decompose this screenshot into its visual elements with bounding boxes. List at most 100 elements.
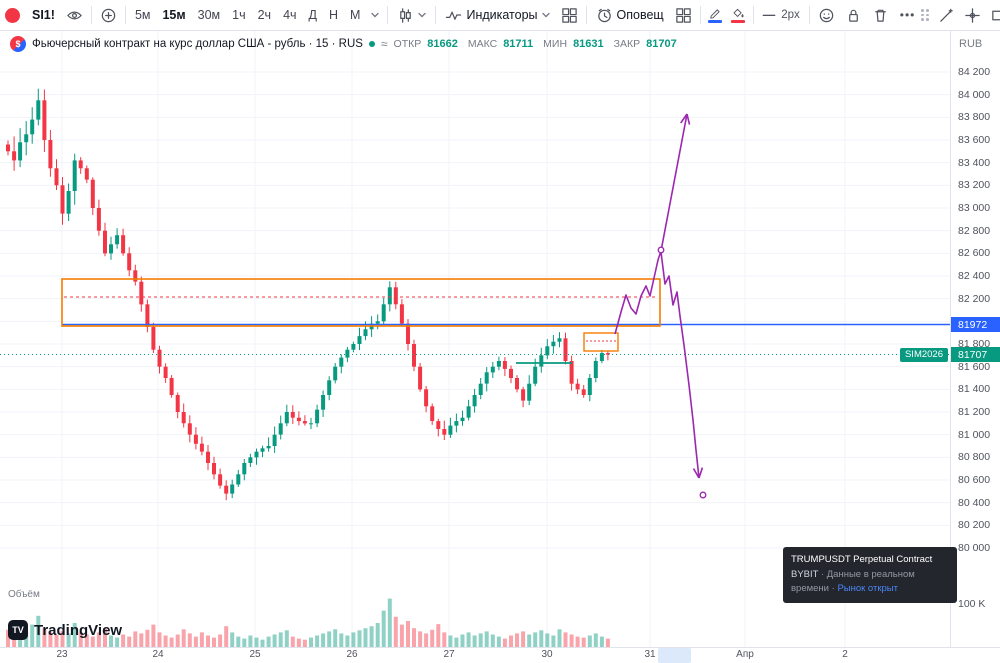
indicator-templates-button[interactable] <box>556 3 583 27</box>
divider <box>752 6 754 24</box>
delete-drawing-button[interactable] <box>867 3 894 27</box>
price-tick: 84 200 <box>958 66 991 78</box>
candlestick-icon <box>400 7 412 23</box>
price-tick: 81 600 <box>958 360 991 373</box>
symbol-button[interactable]: SI1! <box>26 3 61 27</box>
chart-legend[interactable]: $ Фьючерсный контракт на курс доллар США… <box>10 36 681 52</box>
time-label: 26 <box>346 649 358 660</box>
grid-icon <box>675 7 691 23</box>
magic-wand-icon[interactable] <box>938 7 955 24</box>
price-axis[interactable]: RUB 81972 81707 100 K 84 200 84 000 83 800… <box>950 30 1000 648</box>
time-axis[interactable]: 23 24 25 26 27 30 31 Апр 2 <box>0 647 1000 663</box>
price-line-badge: 81972 <box>951 317 1000 332</box>
low-value: 81631 <box>573 38 604 50</box>
time-label: 23 <box>56 649 68 660</box>
open-label: ОТКР <box>393 38 422 50</box>
timeframe-group: 5м 15м 30м 1ч 2ч 4ч Д Н М <box>129 8 367 22</box>
divider <box>124 6 126 24</box>
crosshair-icon[interactable] <box>964 7 981 24</box>
time-axis-highlight <box>658 648 691 663</box>
volume-pane-label: Объём <box>8 589 40 600</box>
divider <box>435 6 437 24</box>
top-toolbar: SI1! 5м 15м 30м 1ч 2ч 4ч Д Н М Индикаторы Оповещ <box>0 0 1000 31</box>
symbol-tooltip: TRUMPUSDT Perpetual Contract BYBIT · Дан… <box>783 547 957 604</box>
alerts-panel-button[interactable] <box>670 3 697 27</box>
price-tick: 82 600 <box>958 247 991 260</box>
price-tick: 83 000 <box>958 202 991 214</box>
record-indicator-icon <box>5 7 20 23</box>
grid-icon <box>561 7 577 23</box>
time-label: 25 <box>249 649 261 660</box>
time-label: 2 <box>842 649 848 660</box>
timeframe-button-15м[interactable]: 15м <box>162 8 186 22</box>
divider <box>699 6 701 24</box>
time-label: 31 <box>644 649 656 660</box>
tooltip-dot: · <box>820 568 825 580</box>
rectangle-tool-icon[interactable] <box>990 7 1000 24</box>
line-width-button[interactable]: — 2px <box>757 3 806 27</box>
tradingview-logo-text: TradingView <box>34 621 123 639</box>
market-open-status[interactable]: Рынок открыт <box>837 583 898 595</box>
market-status-dot <box>368 41 375 47</box>
last-price-badge: 81707 <box>951 347 1000 363</box>
lock-button[interactable] <box>840 3 867 27</box>
fill-color-button[interactable] <box>727 7 750 23</box>
chart-type-button[interactable] <box>391 3 432 27</box>
timeframe-menu-button[interactable] <box>366 3 384 27</box>
timeframe-button-М[interactable]: М <box>350 8 361 22</box>
symbol-label: SI1! <box>32 8 55 22</box>
add-symbol-button[interactable] <box>95 3 122 27</box>
time-label: Апр <box>736 649 754 660</box>
indicators-label: Индикаторы <box>466 8 538 22</box>
price-tick: 81 200 <box>958 406 991 418</box>
more-tools-button[interactable]: ••• <box>899 8 916 22</box>
timeframe-button-1ч[interactable]: 1ч <box>232 8 246 22</box>
pencil-icon <box>710 9 720 19</box>
floating-toolbar <box>921 7 1000 24</box>
tooltip-dot: · <box>831 583 835 595</box>
timeframe-button-2ч[interactable]: 2ч <box>257 8 272 22</box>
price-tick: 80 600 <box>958 474 991 486</box>
time-label: 24 <box>152 649 164 660</box>
tooltip-desc: Данные в реальном времени <box>791 568 915 595</box>
timeframe-button-4ч[interactable]: 4ч <box>283 8 297 22</box>
price-tick: 80 400 <box>958 496 991 509</box>
divider <box>387 6 389 24</box>
tooltip-title: TRUMPUSDT Perpetual Contract <box>791 554 933 565</box>
indicators-button[interactable]: Индикаторы <box>439 3 555 27</box>
price-tick: 80 200 <box>958 519 991 532</box>
timeframe-button-30м[interactable]: 30м <box>197 8 221 22</box>
alarm-clock-icon <box>597 8 611 22</box>
price-tick: 84 000 <box>958 88 991 101</box>
timeframe-button-5м[interactable]: 5м <box>134 8 151 22</box>
price-tick: 83 800 <box>958 111 991 124</box>
price-tick: 81 800 <box>958 338 991 350</box>
time-label: 27 <box>443 649 455 660</box>
price-tick: 82 800 <box>958 224 991 237</box>
price-tick: 83 600 <box>958 134 991 146</box>
time-label: 30 <box>541 649 553 660</box>
timeframe-button-Д[interactable]: Д <box>308 8 318 22</box>
price-tick: 80 800 <box>958 451 991 464</box>
trash-icon <box>874 9 886 22</box>
alerts-button[interactable]: Оповещ <box>590 3 670 27</box>
close-value: 81707 <box>646 38 677 50</box>
emoji-button[interactable] <box>813 3 840 27</box>
line-width-label: 2px <box>781 9 800 21</box>
draw-color-button[interactable] <box>704 7 727 23</box>
low-label: МИН <box>543 38 568 50</box>
tradingview-logo[interactable]: TV TradingView <box>8 620 122 640</box>
alerts-label: Оповещ <box>616 8 664 22</box>
price-tick: 81 000 <box>958 428 991 441</box>
timeframe-button-Н[interactable]: Н <box>329 8 339 22</box>
toolbar-drag-handle[interactable] <box>921 9 929 21</box>
quote-toggle-icon[interactable] <box>61 3 88 27</box>
divider <box>585 6 587 24</box>
paint-bucket-icon <box>733 8 744 18</box>
sim-price-tag: SIM2026 <box>899 347 948 362</box>
line-icon: — <box>762 8 776 22</box>
tradingview-logo-icon: TV <box>8 620 28 640</box>
close-label: ЗАКР <box>613 38 641 50</box>
